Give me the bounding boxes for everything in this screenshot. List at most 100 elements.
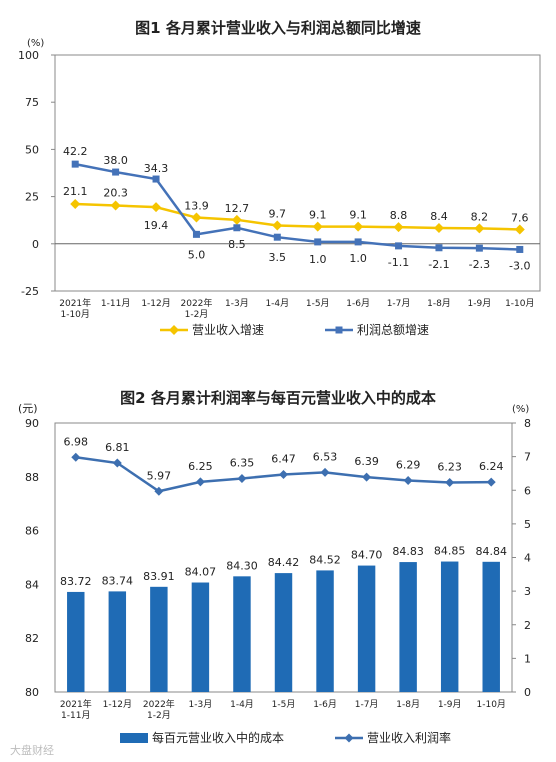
chart2-line-point (237, 473, 247, 483)
chart2-y-left-tick-label: 90 (25, 417, 39, 430)
chart1-legend-marker (169, 325, 179, 335)
chart2-bar (440, 561, 459, 692)
chart1-point (272, 220, 283, 231)
chart1-data-label: 19.4 (144, 219, 169, 232)
chart1-point (192, 230, 200, 238)
chart1-point (233, 224, 241, 232)
chart1-data-label: 9.1 (349, 209, 367, 222)
chart2-bar-label: 84.83 (392, 545, 424, 558)
chart1-point (70, 198, 81, 209)
chart2-line-point (445, 478, 455, 488)
chart1-point (112, 168, 120, 176)
chart1-point (514, 224, 525, 235)
chart2-line-point (71, 452, 81, 462)
chart2-bar (150, 586, 168, 692)
chart1-data-label: 3.5 (269, 251, 287, 264)
chart2-y-right-tick-label: 1 (524, 652, 531, 665)
chart1-data-label: 13.9 (184, 200, 209, 213)
chart2-bar-label: 84.84 (475, 545, 507, 558)
chart1-plot-frame (54, 54, 541, 292)
chart1-point (433, 222, 444, 233)
chart2-line-point (403, 475, 413, 485)
chart1-y-unit: (%) (27, 38, 44, 49)
chart2-legend-label: 营业收入利润率 (367, 730, 451, 745)
chart2-line-point (320, 467, 330, 477)
chart1-data-label: 7.6 (511, 211, 529, 224)
chart1-data-label: 9.1 (309, 209, 327, 222)
chart1-y-tick-label: 25 (25, 191, 39, 204)
chart1-point (354, 238, 362, 246)
chart2-bar-label: 84.85 (434, 545, 466, 558)
chart2-legend-label: 每百元营业收入中的成本 (152, 730, 284, 745)
chart1-y-tick-label: 50 (25, 143, 39, 156)
chart1-data-label: 21.1 (63, 185, 88, 198)
chart2-x-tick-label: 2021年 1-11月 (60, 698, 92, 721)
chart1-data-label: -1.1 (388, 256, 409, 269)
chart1-point (151, 202, 162, 213)
chart1-data-label: -2.1 (428, 258, 449, 271)
chart2-bar (108, 591, 127, 692)
chart2-bar-label: 83.72 (60, 575, 92, 588)
chart1-point (435, 244, 443, 252)
chart1-x-tick-label: 2021年 1-10月 (59, 297, 91, 320)
chart1-data-label: 9.7 (269, 207, 287, 220)
chart2-x-tick-label: 1-3月 (189, 699, 213, 710)
chart2-legend-marker (344, 733, 354, 743)
chart1-point (110, 200, 121, 211)
chart2-x-tick-label: 1-6月 (313, 699, 337, 710)
chart2-bar-label: 84.07 (185, 566, 217, 579)
chart2-x-tick-label: 1-9月 (438, 699, 462, 710)
chart2-bar (67, 591, 85, 692)
chart1-point (71, 160, 79, 168)
chart2-bar-label: 83.91 (143, 570, 175, 583)
chart2-x-tick-label: 1-8月 (396, 699, 420, 710)
chart1-point (475, 244, 483, 252)
chart1-data-label: 38.0 (103, 154, 128, 167)
chart2-y-left-tick-label: 80 (25, 686, 39, 699)
chart2-y-right-tick-label: 3 (524, 585, 531, 598)
chart1-x-tick-label: 1-4月 (265, 298, 289, 309)
chart1-x-tick-label: 1-8月 (427, 298, 451, 309)
chart2-line-point (112, 458, 122, 468)
chart2-line-point (279, 469, 288, 479)
chart1-point (191, 212, 202, 223)
watermark: 大盘财经 (10, 744, 54, 757)
chart2-y-left-tick-label: 82 (25, 632, 39, 645)
chart1-data-label: 8.5 (228, 238, 246, 251)
chart2-y-right-tick-label: 4 (524, 552, 531, 565)
chart2-line-point (195, 477, 205, 487)
chart2-y-right-unit: (%) (512, 404, 529, 415)
chart2-y-right-tick-label: 6 (524, 484, 531, 497)
chart2-line-label: 6.98 (64, 435, 89, 448)
chart2-bar-label: 84.30 (226, 559, 258, 572)
chart1-legend-label: 营业收入增速 (192, 323, 264, 337)
chart2-bar-label: 84.70 (351, 549, 383, 562)
chart2-y-right-tick-label: 8 (524, 417, 531, 430)
chart2-bar (191, 582, 210, 692)
chart2-line-label: 6.24 (479, 460, 504, 473)
chart1-point (312, 221, 323, 232)
chart2-y-left-tick-label: 86 (25, 525, 39, 538)
chart2-y-left-tick-label: 84 (25, 578, 39, 591)
chart1-point (231, 214, 242, 225)
chart1-x-tick-label: 1-6月 (346, 298, 370, 309)
chart1-point (474, 223, 485, 234)
chart1-point (393, 222, 404, 233)
chart2-line-label: 6.35 (230, 456, 255, 469)
chart1-point (314, 238, 322, 246)
chart2-y-right-tick-label: 7 (524, 451, 531, 464)
chart2-bar (274, 573, 293, 692)
chart2-line-label: 6.81 (105, 441, 130, 454)
chart1-x-tick-label: 1-3月 (225, 298, 249, 309)
chart1-x-tick-label: 1-5月 (306, 298, 330, 309)
chart2-line-label: 6.29 (396, 458, 421, 471)
chart1-legend-label: 利润总额增速 (357, 323, 429, 337)
chart2-bar (233, 576, 251, 692)
chart2-line-label: 5.97 (147, 469, 172, 482)
chart1-x-tick-label: 2022年 1-2月 (181, 297, 213, 320)
chart1-data-label: 1.0 (309, 253, 327, 266)
chart1-point (395, 242, 403, 250)
chart2-x-tick-label: 1-5月 (272, 699, 296, 710)
chart1-y-tick-label: 75 (25, 96, 39, 109)
chart1-data-label: 42.2 (63, 145, 88, 158)
